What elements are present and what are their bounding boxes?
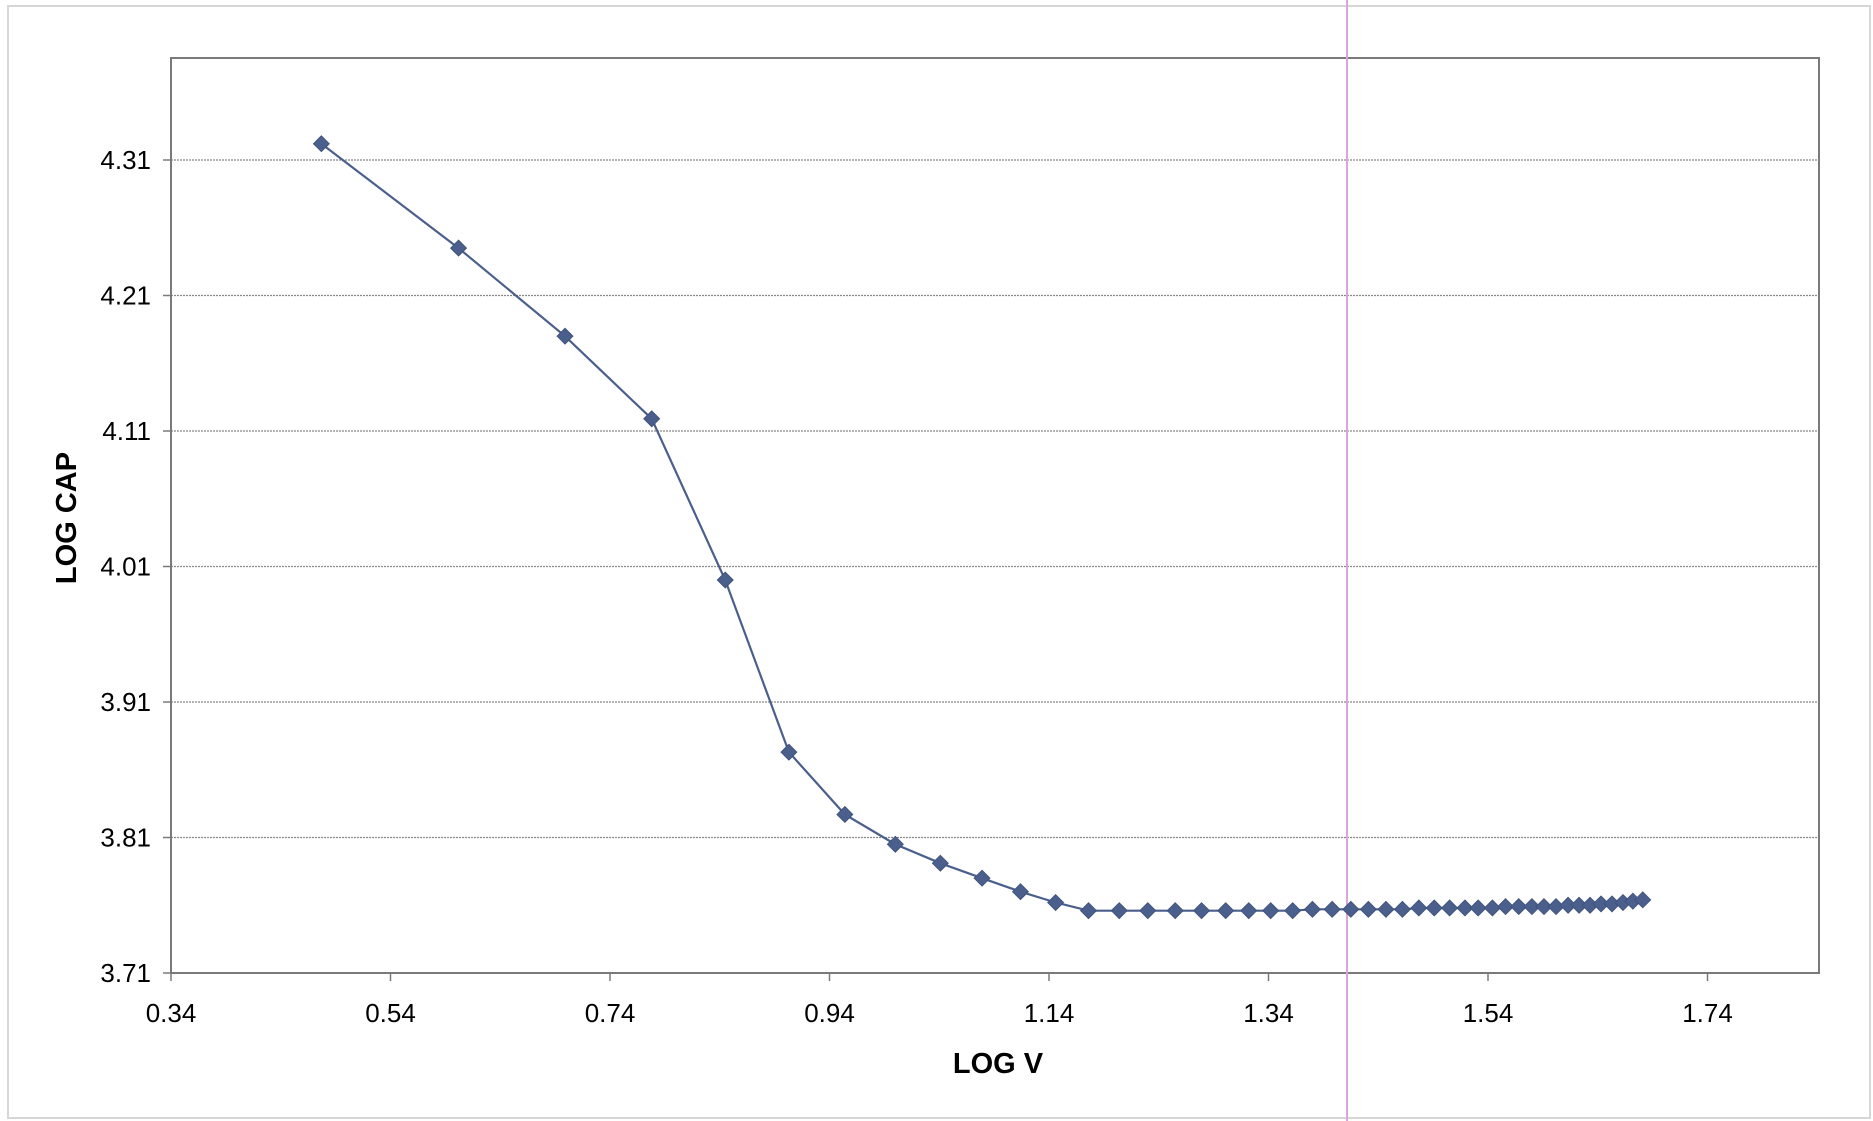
- data-point: [1217, 902, 1235, 920]
- data-point: [1535, 898, 1553, 916]
- data-point: [716, 571, 734, 589]
- data-point: [1110, 902, 1128, 920]
- data-point: [1192, 902, 1211, 920]
- data-point: [1359, 900, 1377, 918]
- data-point: [1456, 899, 1474, 917]
- data-point: [556, 327, 574, 345]
- y-tick-label: 3.81: [100, 823, 151, 853]
- series-1: [312, 135, 1652, 920]
- y-tick-label: 4.21: [100, 281, 151, 311]
- data-point: [1377, 900, 1395, 918]
- x-tick-label: 1.14: [1024, 998, 1075, 1028]
- data-point: [1425, 899, 1443, 917]
- data-point: [1410, 899, 1428, 917]
- x-axis-title: LOG V: [953, 1048, 1044, 1080]
- data-point: [643, 410, 661, 428]
- data-point: [973, 869, 991, 887]
- data-point: [1393, 900, 1411, 918]
- data-point: [1634, 891, 1652, 909]
- x-tick-label: 0.54: [365, 998, 416, 1028]
- data-point: [1262, 902, 1280, 920]
- x-tick-label: 0.74: [585, 998, 636, 1028]
- y-tick-label: 4.01: [100, 552, 151, 582]
- data-point: [1441, 899, 1459, 917]
- data-point: [1303, 900, 1321, 918]
- x-tick-label: 0.34: [146, 998, 197, 1028]
- data-point: [886, 835, 904, 853]
- y-tick-label: 4.31: [100, 145, 151, 175]
- x-tick-label: 1.34: [1243, 998, 1294, 1028]
- data-point: [1323, 900, 1341, 918]
- x-tick-label: 1.54: [1463, 998, 1514, 1028]
- data-point: [1047, 893, 1065, 912]
- data-point: [780, 743, 798, 761]
- data-point: [1342, 900, 1360, 918]
- data-point: [1496, 898, 1515, 916]
- plot-area-frame: [170, 57, 1820, 974]
- data-point: [1011, 883, 1030, 901]
- x-tick-label: 0.94: [804, 998, 855, 1028]
- data-point: [836, 805, 854, 824]
- data-point: [1166, 902, 1184, 920]
- data-point: [1483, 899, 1501, 917]
- data-point: [1523, 898, 1541, 916]
- y-tick-label: 4.11: [102, 416, 151, 446]
- data-point: [1079, 902, 1098, 920]
- data-point: [931, 854, 949, 872]
- data-point: [1469, 899, 1487, 917]
- y-axis-title: LOG CAP: [51, 452, 83, 584]
- data-point: [449, 239, 468, 257]
- data-point: [1284, 902, 1302, 920]
- data-point: [312, 135, 330, 153]
- x-axis-tick-labels: 0.34 0.54 0.74 0.94 1.14 1.34 1.54 1.74: [146, 973, 1733, 1028]
- data-point: [1240, 902, 1258, 920]
- y-axis-tick-labels: 3.71 3.81 3.91 4.01 4.11 4.21 4.31: [100, 145, 171, 988]
- data-point: [1139, 902, 1157, 920]
- page-border: [7, 5, 1871, 1119]
- data-point: [1510, 898, 1528, 916]
- gridlines: [171, 159, 1819, 839]
- x-tick-label: 1.74: [1682, 998, 1733, 1028]
- y-tick-label: 3.91: [100, 687, 151, 717]
- y-tick-label: 3.71: [100, 958, 151, 988]
